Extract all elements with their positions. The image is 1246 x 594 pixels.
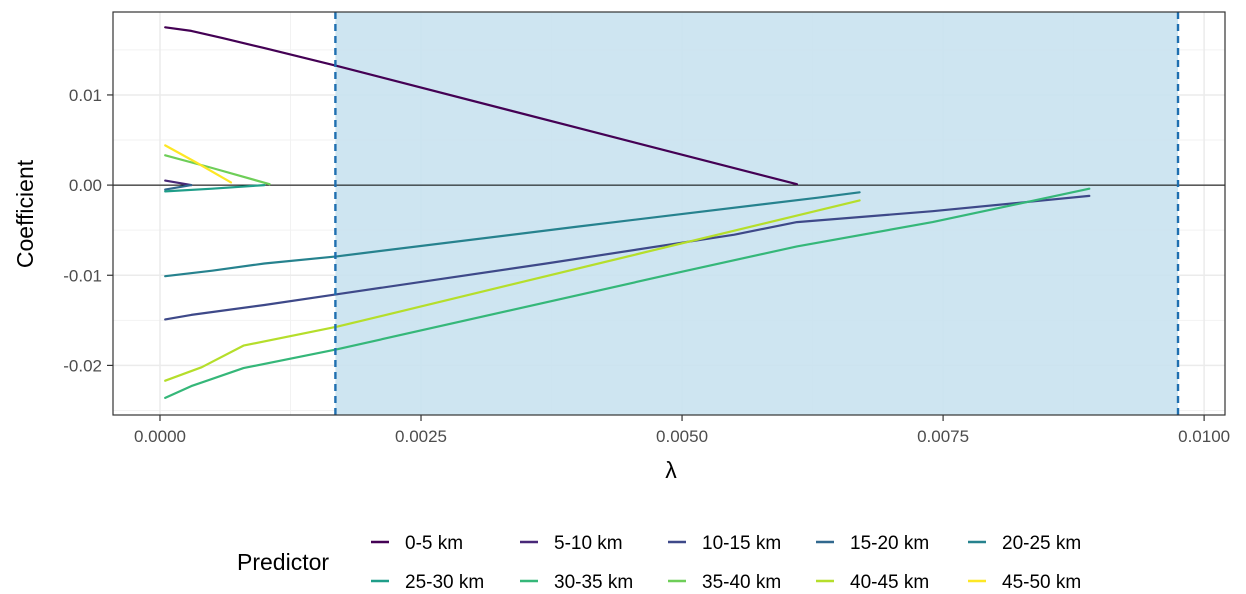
x-tick-label: 0.0050: [656, 427, 708, 446]
series-line-1: [164, 179, 193, 187]
coefficient-paths: [164, 26, 1091, 399]
x-tick-label: 0.0075: [917, 427, 969, 446]
legend-label-8: 40-45 km: [850, 572, 929, 593]
series-line-8: [164, 199, 861, 382]
series-line-3: [164, 184, 193, 191]
x-tick-label: 0.0000: [134, 427, 186, 446]
legend-label-3: 15-20 km: [850, 533, 929, 554]
series-line-9: [164, 144, 233, 184]
x-axis-title: λ: [665, 457, 677, 483]
y-tick-label: 0.01: [69, 86, 102, 105]
legend-title: Predictor: [237, 549, 329, 575]
x-tick-label: 0.0100: [1178, 427, 1230, 446]
legend-label-4: 20-25 km: [1002, 533, 1081, 554]
selected-lambda-region: [335, 12, 1179, 415]
series-line-7: [164, 154, 271, 186]
legend: Predictor 0-5 km 5-10 km 10-15 km 15-20 km 2…: [237, 533, 1081, 593]
series-line-4: [164, 191, 861, 278]
series-line-6: [164, 187, 1091, 399]
y-axis-ticks: -0.02 -0.01 0.00 0.01: [63, 86, 113, 375]
plot-border-rect: [112, 11, 1226, 416]
shaded-region: [335, 12, 1179, 415]
x-axis-ticks: 0.0000 0.0025 0.0050 0.0075 0.0100: [134, 415, 1230, 446]
plot-border: [112, 11, 1226, 416]
series-line-2: [164, 194, 1091, 321]
y-tick-label: -0.02: [63, 356, 102, 375]
legend-label-5: 25-30 km: [405, 572, 484, 593]
legend-label-6: 30-35 km: [554, 572, 633, 593]
series-line-5: [164, 184, 266, 193]
legend-label-9: 45-50 km: [1002, 572, 1081, 593]
legend-label-7: 35-40 km: [702, 572, 781, 593]
y-axis-title: Coefficient: [12, 159, 38, 268]
x-tick-label: 0.0025: [395, 427, 447, 446]
y-tick-label: 0.00: [69, 176, 102, 195]
legend-label-2: 10-15 km: [702, 533, 781, 554]
legend-label-1: 5-10 km: [554, 533, 623, 554]
y-tick-label: -0.01: [63, 266, 102, 285]
legend-label-0: 0-5 km: [405, 533, 463, 554]
series-line-0: [164, 26, 799, 186]
